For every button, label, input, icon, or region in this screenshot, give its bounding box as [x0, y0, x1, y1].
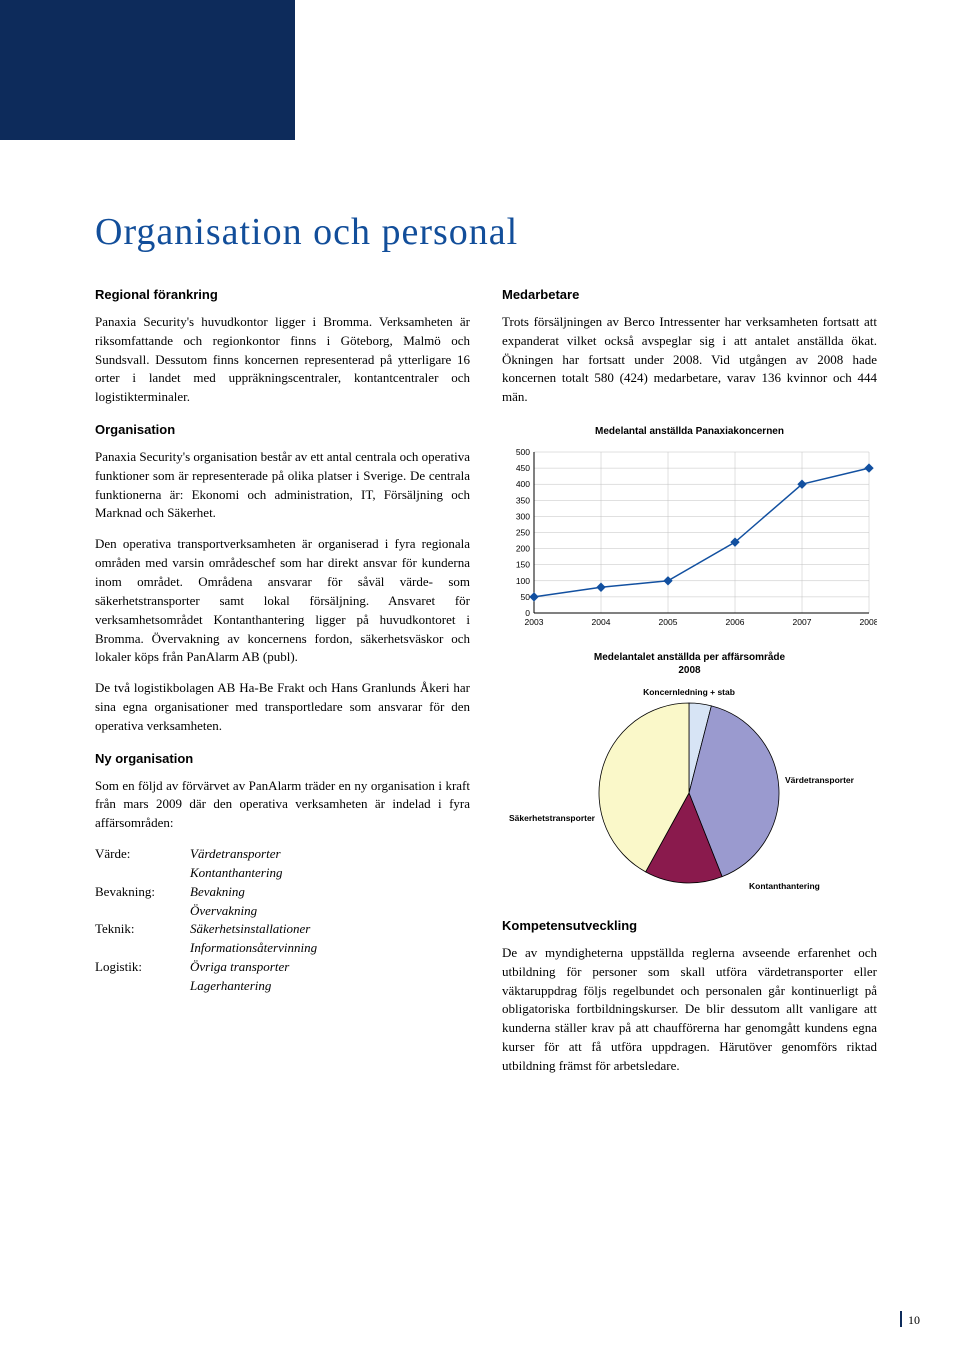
line-chart-title: Medelantal anställda Panaxiakoncernen: [502, 425, 877, 440]
area-label: Logistik:: [95, 958, 190, 977]
page-content: Organisation och personal Regional föran…: [95, 210, 877, 1088]
svg-text:2004: 2004: [592, 617, 611, 627]
para-medarbetare: Trots försäljningen av Berco Intressente…: [502, 313, 877, 407]
svg-text:50: 50: [521, 591, 531, 601]
svg-text:300: 300: [516, 511, 530, 521]
area-label: [95, 977, 190, 996]
area-row: Informationsåtervinning: [95, 939, 470, 958]
svg-text:350: 350: [516, 495, 530, 505]
heading-kompetens: Kompetensutveckling: [502, 917, 877, 936]
svg-text:Värdetransporter: Värdetransporter: [785, 775, 855, 785]
area-value: Lagerhantering: [190, 977, 271, 996]
area-row: Lagerhantering: [95, 977, 470, 996]
line-chart: Medelantal anställda Panaxiakoncernen 05…: [502, 425, 877, 635]
svg-text:Koncernledning + stab: Koncernledning + stab: [643, 687, 735, 697]
area-value: Säkerhetsinstallationer: [190, 920, 310, 939]
area-label: Bevakning:: [95, 883, 190, 902]
area-label: [95, 902, 190, 921]
svg-text:Kontanthantering: Kontanthantering: [749, 881, 820, 891]
area-row: Bevakning:Bevakning: [95, 883, 470, 902]
svg-text:100: 100: [516, 575, 530, 585]
columns: Regional förankring Panaxia Security's h…: [95, 286, 877, 1088]
area-row: Teknik:Säkerhetsinstallationer: [95, 920, 470, 939]
heading-organisation: Organisation: [95, 421, 470, 440]
para-ny-org: Som en följd av förvärvet av PanAlarm tr…: [95, 777, 470, 834]
heading-regional: Regional förankring: [95, 286, 470, 305]
business-areas-list: Värde:VärdetransporterKontanthanteringBe…: [95, 845, 470, 996]
svg-text:Säkerhetstransporter: Säkerhetstransporter: [509, 813, 596, 823]
area-value: Kontanthantering: [190, 864, 282, 883]
svg-text:2006: 2006: [726, 617, 745, 627]
svg-text:150: 150: [516, 559, 530, 569]
heading-medarbetare: Medarbetare: [502, 286, 877, 305]
area-row: Logistik:Övriga transporter: [95, 958, 470, 977]
para-kompetens: De av myndigheterna uppställda reglerna …: [502, 944, 877, 1076]
heading-ny-org: Ny organisation: [95, 750, 470, 769]
line-chart-svg: 0501001502002503003504004505002003200420…: [502, 446, 877, 631]
svg-text:250: 250: [516, 527, 530, 537]
area-row: Värde:Värdetransporter: [95, 845, 470, 864]
area-value: Informationsåtervinning: [190, 939, 317, 958]
para-org-2: Den operativa transportverksamheten är o…: [95, 535, 470, 667]
pie-chart-svg: Koncernledning + stab Värdetransporter Kon…: [502, 683, 877, 893]
area-label: Värde:: [95, 845, 190, 864]
para-org-3: De två logistikbolagen AB Ha-Be Frakt oc…: [95, 679, 470, 736]
right-column: Medarbetare Trots försäljningen av Berco…: [502, 286, 877, 1088]
page-number: 10: [908, 1313, 920, 1328]
pie-title-1: Medelantalet anställda per affärsområde: [594, 652, 785, 663]
area-value: Övervakning: [190, 902, 257, 921]
svg-text:2003: 2003: [525, 617, 544, 627]
pie-chart: Medelantalet anställda per affärsområde …: [502, 651, 877, 893]
svg-text:2008: 2008: [860, 617, 877, 627]
area-row: Övervakning: [95, 902, 470, 921]
svg-text:200: 200: [516, 543, 530, 553]
area-value: Bevakning: [190, 883, 245, 902]
pie-title-2: 2008: [678, 665, 700, 676]
area-row: Kontanthantering: [95, 864, 470, 883]
svg-text:2005: 2005: [659, 617, 678, 627]
area-value: Övriga transporter: [190, 958, 289, 977]
area-label: [95, 864, 190, 883]
page-title: Organisation och personal: [95, 210, 877, 254]
para-org-1: Panaxia Security's organisation består a…: [95, 448, 470, 523]
svg-text:2007: 2007: [793, 617, 812, 627]
area-label: Teknik:: [95, 920, 190, 939]
para-regional: Panaxia Security's huvudkontor ligger i …: [95, 313, 470, 407]
left-column: Regional förankring Panaxia Security's h…: [95, 286, 470, 1088]
area-label: [95, 939, 190, 958]
svg-text:500: 500: [516, 447, 530, 457]
header-band: [0, 0, 295, 140]
pie-chart-title: Medelantalet anställda per affärsområde …: [502, 651, 877, 677]
svg-text:400: 400: [516, 479, 530, 489]
area-value: Värdetransporter: [190, 845, 281, 864]
svg-text:450: 450: [516, 463, 530, 473]
